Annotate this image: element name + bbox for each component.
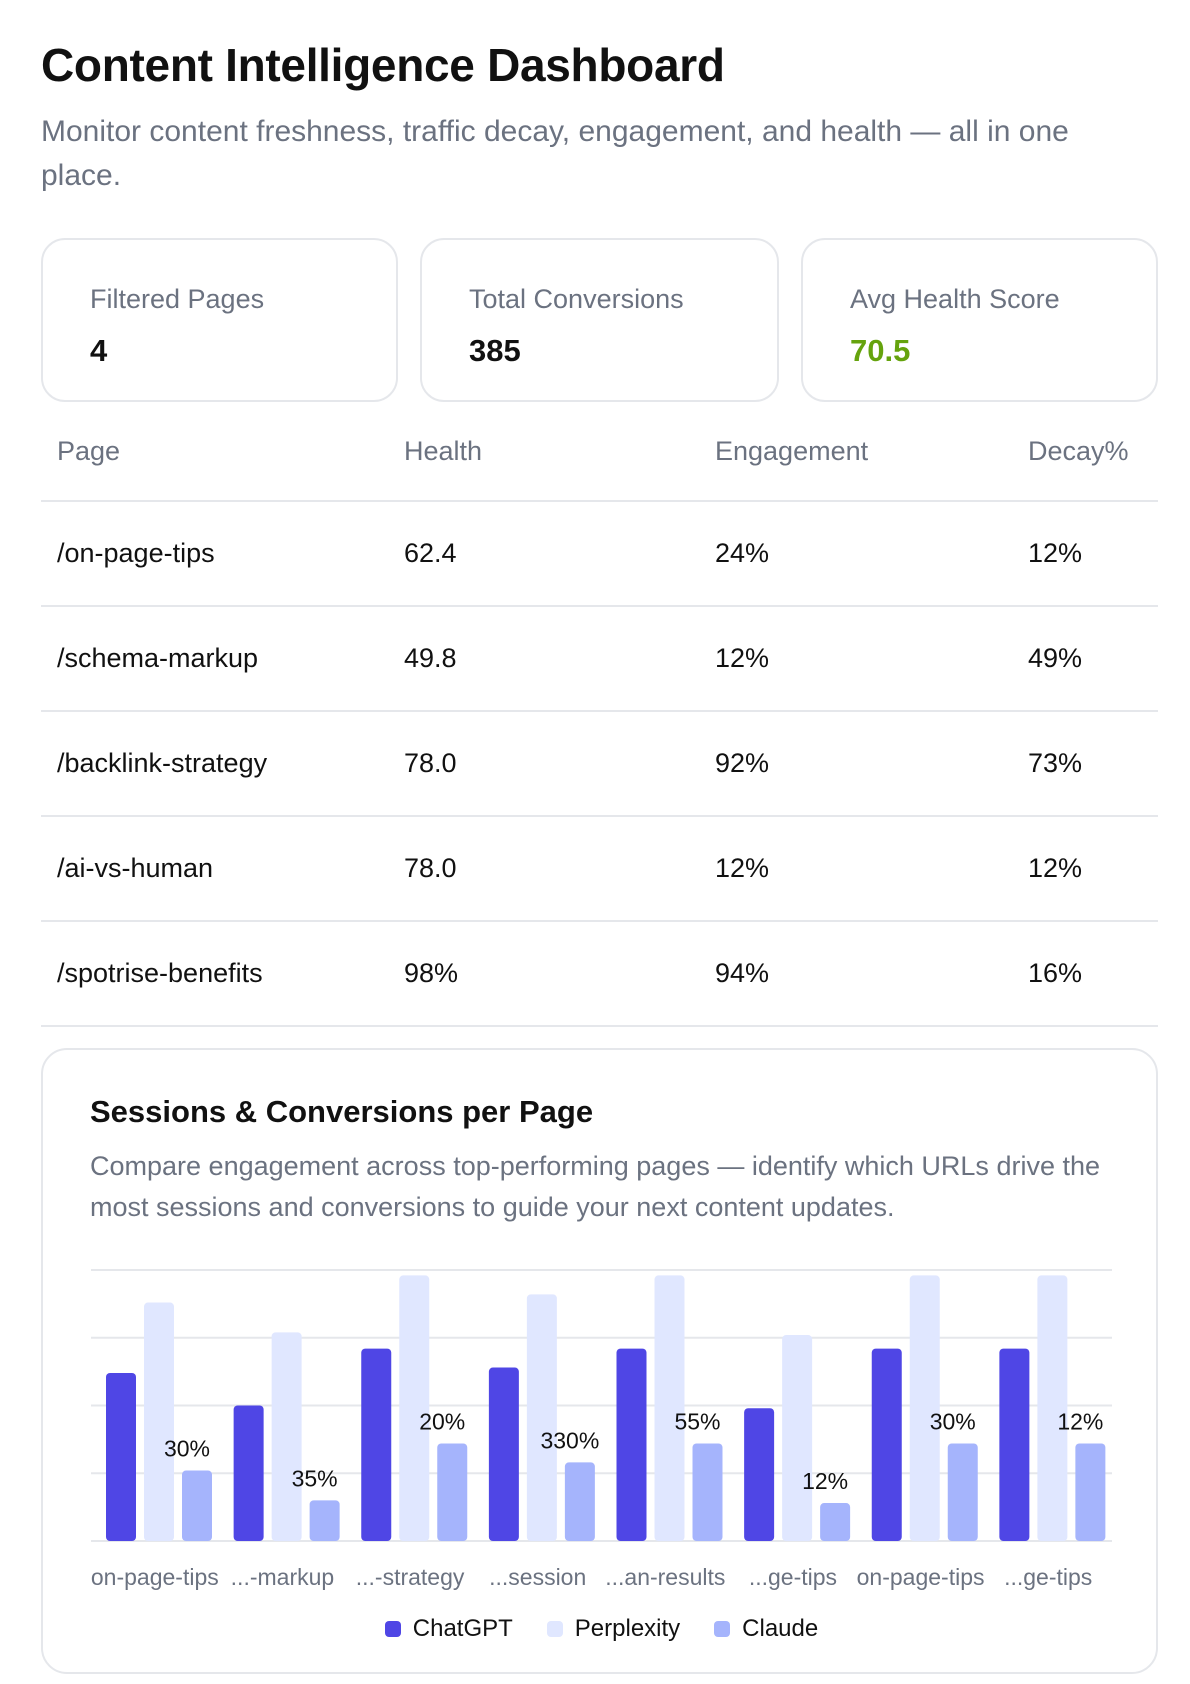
cell-decay: 16% [1028,958,1083,988]
chart-description: Compare engagement across top-performing… [90,1151,1100,1222]
data-label: 12% [1057,1408,1103,1434]
chart-title: Sessions & Conversions per Page [90,1094,594,1129]
bar-chatgpt[interactable] [361,1348,392,1541]
cell-engagement: 94% [715,958,770,988]
cell-page[interactable]: /on-page-tips [57,538,215,568]
bar-claude[interactable] [820,1503,851,1541]
column-header-health[interactable]: Health [404,436,483,466]
legend-item-chatgpt[interactable]: ChatGPT [384,1615,513,1643]
bar-perplexity[interactable] [909,1275,940,1541]
stat-card-avg-health: Avg Health Score 70.5 [801,238,1158,402]
chart-legend: ChatGPT Perplexity Claude [43,1615,1160,1643]
legend-swatch-icon [384,1621,401,1637]
bar-chatgpt[interactable] [744,1408,775,1541]
stat-label: Avg Health Score [850,284,1060,314]
bar-perplexity[interactable] [654,1275,685,1541]
x-tick-label: on-page-tips [857,1564,985,1590]
cell-health: 98% [404,958,459,988]
legend-swatch-icon [546,1621,563,1637]
table-row[interactable]: /on-page-tips 62.4 24% 12% [41,502,1158,607]
sessions-chart-card: Sessions & Conversions per Page Compare … [41,1048,1158,1674]
data-label: 55% [674,1408,720,1434]
cell-page[interactable]: /spotrise-benefits [57,958,263,988]
bar-perplexity[interactable] [526,1294,557,1541]
legend-swatch-icon [714,1621,731,1637]
legend-label: Perplexity [574,1615,681,1642]
data-label: 35% [292,1465,338,1491]
cell-health: 78.0 [404,748,457,778]
column-header-page[interactable]: Page [57,436,121,466]
legend-label: Claude [742,1615,819,1642]
cell-decay: 12% [1028,538,1083,568]
page-subtitle: Monitor content freshness, traffic decay… [41,115,1069,192]
stat-label: Total Conversions [469,284,684,314]
bar-chatgpt[interactable] [233,1405,264,1542]
column-header-engagement[interactable]: Engagement [715,436,869,466]
cell-health: 49.8 [404,643,457,673]
cell-health: 78.0 [404,853,457,883]
bar-perplexity[interactable] [144,1302,174,1541]
cell-decay: 49% [1028,643,1083,673]
x-tick-label: ...-strategy [356,1564,465,1590]
legend-item-claude[interactable]: Claude [714,1615,818,1643]
page-title: Content Intelligence Dashboard [41,39,725,91]
x-tick-label: ...ge-tips [1004,1564,1092,1590]
cell-engagement: 92% [715,748,770,778]
x-tick-label: on-page-tips [91,1564,219,1590]
data-label: 30% [164,1436,210,1462]
table-row[interactable]: /schema-markup 49.8 12% 49% [41,607,1158,712]
stat-value: 4 [90,333,108,368]
bar-claude[interactable] [437,1443,468,1541]
bar-chatgpt[interactable] [616,1348,647,1541]
cell-engagement: 12% [715,643,770,673]
stat-label: Filtered Pages [90,284,265,314]
stat-card-filtered-pages: Filtered Pages 4 [41,238,398,402]
bar-claude[interactable] [309,1500,340,1541]
x-tick-label: ...session [489,1564,586,1590]
legend-label: ChatGPT [412,1615,513,1642]
legend-item-perplexity[interactable]: Perplexity [546,1615,681,1643]
bar-claude[interactable] [182,1470,212,1541]
bar-claude[interactable] [692,1443,723,1541]
cell-decay: 73% [1028,748,1083,778]
bar-claude[interactable] [564,1462,595,1541]
bar-claude[interactable] [947,1443,978,1541]
cell-engagement: 12% [715,853,770,883]
column-header-decay[interactable]: Decay% [1028,436,1129,466]
stat-value: 385 [469,333,521,368]
cell-page[interactable]: /schema-markup [57,643,259,673]
bar-chatgpt[interactable] [106,1372,136,1541]
bar-claude[interactable] [1075,1443,1106,1541]
cell-page[interactable]: /backlink-strategy [57,748,268,778]
table-row[interactable]: /ai-vs-human 78.0 12% 12% [41,817,1158,922]
stat-card-total-conversions: Total Conversions 385 [420,238,779,402]
bar-chart: 30% on-page-tips 35% ...-markup 20% ...-strat… [91,1269,1112,1590]
cell-health: 62.4 [404,538,457,568]
table-row[interactable]: /spotrise-benefits 98% 94% 16% [41,922,1158,1027]
x-tick-label: ...-markup [231,1564,335,1590]
table-header: Page Health Engagement Decay% [41,436,1158,502]
data-label: 30% [930,1408,976,1434]
bar-perplexity[interactable] [399,1275,430,1541]
bar-chatgpt[interactable] [871,1348,902,1541]
pages-table: Page Health Engagement Decay% /on-page-t… [41,436,1158,1027]
stat-value: 70.5 [850,333,911,368]
bar-perplexity[interactable] [1037,1275,1068,1541]
bar-chatgpt[interactable] [488,1367,519,1541]
bar-perplexity[interactable] [782,1335,813,1541]
data-label: 330% [540,1427,599,1453]
x-tick-label: ...an-results [605,1564,725,1590]
cell-engagement: 24% [715,538,770,568]
x-tick-label: ...ge-tips [749,1564,837,1590]
cell-decay: 12% [1028,853,1083,883]
cell-page[interactable]: /ai-vs-human [57,853,214,883]
bar-chatgpt[interactable] [999,1348,1030,1541]
data-label: 20% [419,1408,465,1434]
table-row[interactable]: /backlink-strategy 78.0 92% 73% [41,712,1158,817]
data-label: 12% [802,1468,848,1494]
bar-perplexity[interactable] [271,1332,302,1541]
